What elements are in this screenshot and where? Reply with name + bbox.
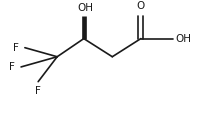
Text: F: F [10, 62, 15, 72]
Text: O: O [137, 1, 145, 11]
Text: F: F [35, 86, 41, 96]
Text: OH: OH [78, 3, 94, 13]
Text: F: F [13, 43, 19, 53]
Text: OH: OH [175, 34, 191, 44]
